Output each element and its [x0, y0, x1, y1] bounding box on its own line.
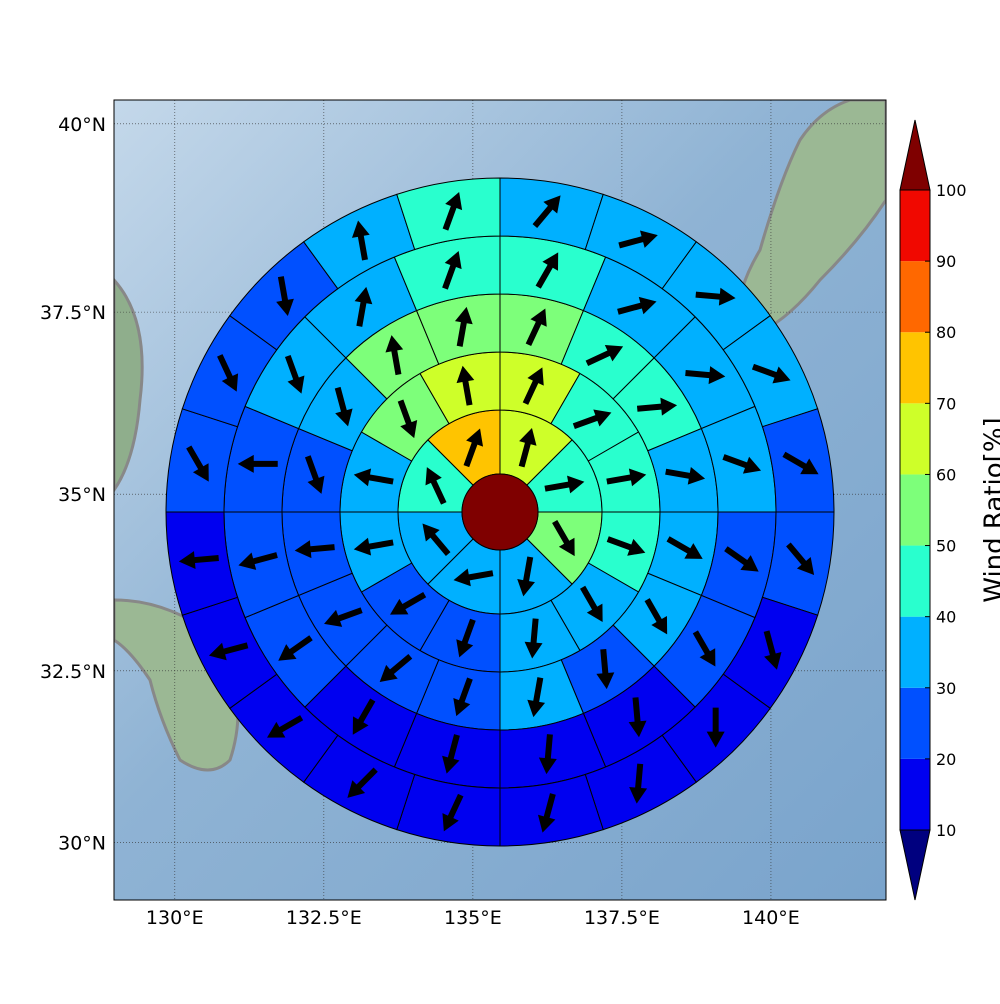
colorbar-segment: [900, 688, 930, 759]
y-tick-label: 35°N: [58, 484, 106, 506]
colorbar: 10 20 30 40 50 60 70 80 90 100: [900, 120, 967, 900]
colorbar-segment: [900, 261, 930, 332]
colorbar-extend-min: [900, 830, 930, 900]
colorbar-segment: [900, 759, 930, 830]
colorbar-segment: [900, 332, 930, 403]
colorbar-label: Wind Ratio[%]: [980, 417, 1000, 602]
wind-rose: [166, 178, 834, 846]
x-tick-label: 137.5°E: [584, 907, 660, 929]
colorbar-tick-label: 20: [936, 750, 956, 769]
colorbar-segment: [900, 403, 930, 474]
x-tick-label: 140°E: [742, 907, 800, 929]
center-circle: [462, 474, 538, 550]
x-tick-label: 130°E: [146, 907, 204, 929]
colorbar-tick-label: 80: [936, 323, 956, 342]
y-tick-label: 32.5°N: [40, 661, 106, 683]
colorbar-tick-label: 30: [936, 679, 956, 698]
colorbar-tick-label: 40: [936, 608, 956, 627]
x-tick-label: 132.5°E: [286, 907, 362, 929]
x-tick-label: 135°E: [444, 907, 502, 929]
colorbar-tick-label: 100: [936, 181, 967, 200]
colorbar-segment: [900, 474, 930, 545]
colorbar-segment: [900, 617, 930, 688]
colorbar-tick-label: 60: [936, 465, 956, 484]
colorbar-tick-label: 10: [936, 821, 956, 840]
y-tick-label: 37.5°N: [40, 302, 106, 324]
colorbar-tick-label: 70: [936, 394, 956, 413]
colorbar-segment: [900, 190, 930, 261]
colorbar-tick-label: 50: [936, 537, 956, 556]
colorbar-tick-label: 90: [936, 252, 956, 271]
y-tick-label: 40°N: [58, 114, 106, 136]
y-tick-label: 30°N: [58, 833, 106, 855]
colorbar-extend-max: [900, 120, 930, 190]
colorbar-segment: [900, 546, 930, 617]
